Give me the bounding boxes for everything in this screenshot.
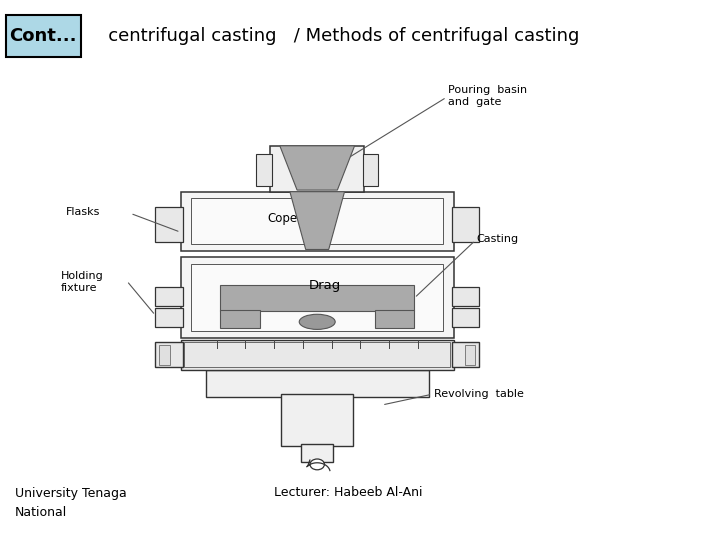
Text: Pouring  basin
and  gate: Pouring basin and gate	[448, 85, 527, 107]
Bar	[302, 444, 333, 462]
Bar	[451, 287, 479, 306]
Polygon shape	[280, 146, 354, 190]
Bar	[220, 285, 414, 310]
FancyBboxPatch shape	[6, 15, 81, 57]
Text: Cope: Cope	[267, 212, 297, 225]
Bar	[451, 308, 479, 327]
Bar	[464, 345, 475, 364]
Bar	[451, 342, 479, 367]
Text: Cont...: Cont...	[9, 26, 77, 45]
Bar	[282, 394, 354, 446]
Bar	[181, 340, 454, 370]
Bar	[181, 256, 454, 338]
Bar	[220, 310, 260, 328]
Bar	[271, 146, 364, 192]
Text: Lecturer: Habeeb Al-Ani: Lecturer: Habeeb Al-Ani	[274, 487, 423, 500]
Bar	[156, 287, 183, 306]
Bar	[181, 192, 454, 251]
Bar	[159, 345, 170, 364]
Circle shape	[310, 459, 325, 470]
Bar	[206, 370, 428, 397]
Text: Flasks: Flasks	[66, 207, 100, 217]
Bar	[192, 264, 443, 331]
Text: University Tenaga: University Tenaga	[15, 487, 127, 500]
Text: Casting: Casting	[477, 234, 519, 244]
Bar	[156, 342, 183, 367]
Text: Drag: Drag	[308, 279, 341, 292]
Bar	[184, 342, 450, 367]
Text: National: National	[15, 507, 68, 519]
Bar	[374, 310, 414, 328]
Bar	[451, 207, 479, 242]
Text: Holding
fixture: Holding fixture	[60, 271, 103, 293]
Bar	[156, 207, 183, 242]
Bar	[156, 308, 183, 327]
Polygon shape	[290, 192, 345, 249]
Ellipse shape	[300, 314, 336, 329]
Text: centrifugal casting   / Methods of centrifugal casting: centrifugal casting / Methods of centrif…	[91, 26, 579, 45]
Text: Revolving  table: Revolving table	[433, 389, 523, 399]
Bar	[192, 198, 443, 244]
Bar	[256, 154, 272, 186]
Bar	[362, 154, 378, 186]
